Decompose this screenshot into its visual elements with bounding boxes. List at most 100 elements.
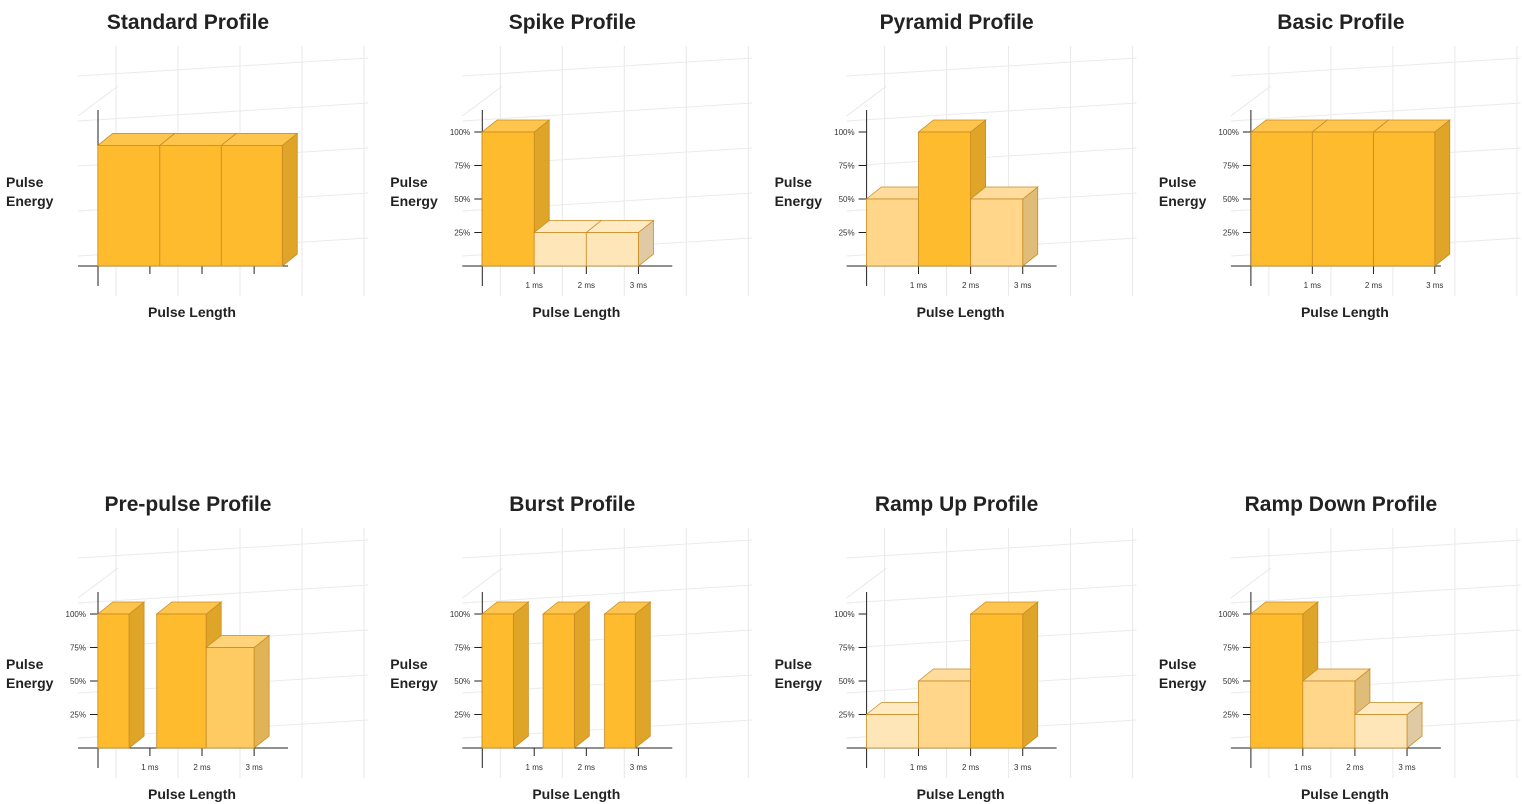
y-tick-label: 100% [1218,128,1238,137]
bar-side [634,601,651,749]
y-axis-label: Pulse Energy [1158,174,1207,209]
y-tick-label: 25% [1223,229,1239,238]
bar [866,198,919,267]
y-axis-label-box: Pulse Energy [1158,174,1207,209]
y-tick-label: 100% [1218,610,1238,619]
x-tick-label: 1 ms [1304,281,1321,290]
x-tick-label: 2 ms [1346,763,1363,772]
bar [1373,131,1436,267]
y-tick-label: 50% [70,677,86,686]
bar [481,613,514,749]
bar-side [512,601,529,749]
x-axis-label: Pulse Length [532,786,620,802]
chart-title: Standard Profile [107,11,269,34]
bar [481,131,535,267]
background-grid [77,584,369,604]
background-grid [461,85,503,117]
y-axis-label: Pulse Energy [1158,656,1207,691]
chart-title: Pre-pulse Profile [105,493,272,516]
y-tick-label: 100% [834,128,854,137]
y-axis-label: Pulse Energy [6,656,54,691]
x-axis-label: Pulse Length [917,786,1005,802]
x-tick-label: 3 ms [1426,281,1443,290]
bar [1302,680,1356,749]
bar [1311,131,1374,267]
y-axis-label-box: Pulse Energy [1158,656,1207,691]
x-tick-label: 2 ms [962,763,979,772]
bar [542,613,575,749]
x-axis-label: Pulse Length [917,304,1005,320]
bar [585,232,639,267]
bar [97,144,161,267]
background-grid [1230,584,1521,604]
bar [220,144,283,267]
x-tick-label: 2 ms [1365,281,1382,290]
background-grid [846,102,1137,122]
y-tick-label: 50% [1223,677,1239,686]
chart-title: Ramp Up Profile [875,493,1038,516]
x-tick-label: 3 ms [1398,763,1415,772]
background-grid [77,539,369,559]
bar [1250,613,1304,749]
y-tick-label: 25% [839,711,855,720]
chart-title: Pyramid Profile [880,11,1034,34]
y-tick-label: 75% [454,162,470,171]
bar-side [253,634,270,749]
chart-title: Basic Profile [1277,11,1404,34]
y-axis-label-box: Pulse Energy [390,174,438,209]
chart-title: Burst Profile [509,493,635,516]
profile-panel: Pyramid Profile Pulse Energy Pulse Length 2… [775,11,1137,320]
y-axis-label: Pulse Energy [390,656,438,691]
bar [918,131,972,267]
background-grid [1230,57,1521,77]
bar-side [1434,119,1451,267]
y-tick-label: 75% [839,644,855,653]
y-tick-label: 50% [839,195,855,204]
y-tick-label: 100% [66,610,86,619]
x-axis-label: Pulse Length [1301,786,1389,802]
bar [97,613,130,749]
x-tick-label: 3 ms [1014,763,1031,772]
y-tick-label: 100% [450,610,470,619]
x-tick-label: 3 ms [630,281,647,290]
background-grid [846,584,1137,604]
y-tick-label: 75% [70,644,86,653]
profile-panel: Ramp Up Profile Pulse Energy Pulse Length 2… [775,493,1137,802]
background-grid [462,539,753,559]
x-axis-label: Pulse Length [532,304,620,320]
profile-panel: Burst Profile Pulse Energy Pulse Length 25%… [390,493,753,802]
x-tick-label: 3 ms [630,763,647,772]
profile-panel: Standard Profile Pulse Energy Pulse Length [6,11,369,320]
bar-side [1022,186,1039,267]
bar [866,714,919,749]
y-axis-label: Pulse Energy [390,174,438,209]
y-axis-label: Pulse Energy [774,174,823,209]
y-tick-label: 50% [454,195,470,204]
x-tick-label: 1 ms [910,281,927,290]
x-tick-label: 2 ms [962,281,979,290]
x-tick-label: 2 ms [193,763,210,772]
x-tick-label: 1 ms [1294,763,1311,772]
background-grid [462,584,753,604]
chart-title: Ramp Down Profile [1245,493,1438,516]
bar-side [281,132,298,267]
bar [1354,714,1408,749]
bar-side [1022,601,1039,749]
background-grid [462,57,753,77]
y-tick-label: 75% [1223,162,1239,171]
profile-panel: Pre-pulse Profile Pulse Energy Pulse Lengt… [6,493,369,802]
y-axis-label: Pulse Energy [6,174,54,209]
bar [159,144,222,267]
x-tick-label: 1 ms [526,763,543,772]
y-tick-label: 25% [454,711,470,720]
x-tick-label: 2 ms [578,281,595,290]
x-axis-label: Pulse Length [148,786,236,802]
background-grid [1230,85,1272,117]
background-grid [1230,567,1272,599]
y-axis-label: Pulse Energy [774,656,823,691]
background-grid [77,102,369,122]
x-tick-label: 1 ms [526,281,543,290]
bar [970,613,1024,749]
background-grid [846,57,1137,77]
